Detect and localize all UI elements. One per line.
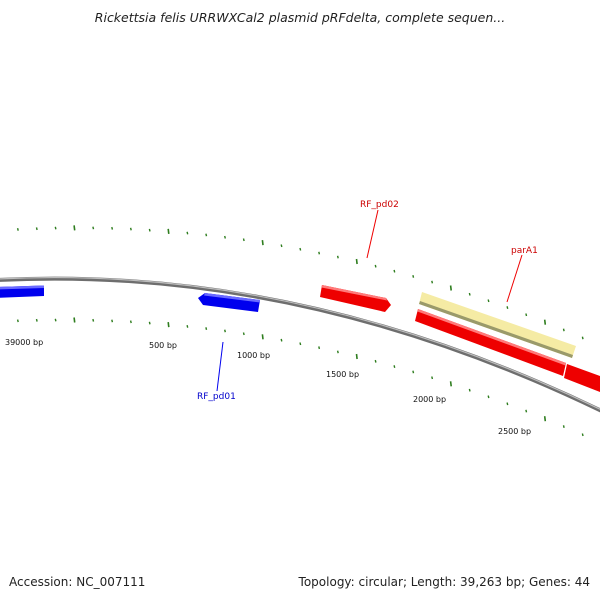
outer-tick-28 <box>506 306 509 309</box>
inner-tick-24 <box>431 376 434 380</box>
scale-label-1000: 1000 bp <box>237 351 270 360</box>
inner-tick-25 <box>449 381 452 387</box>
scale-label-2500: 2500 bp <box>498 427 531 436</box>
inner-tick-17 <box>299 342 302 346</box>
inner-tick-5 <box>73 317 76 323</box>
outer-tick-15 <box>261 240 264 246</box>
outer-tick-32 <box>581 336 584 340</box>
inner-tick-21 <box>374 359 377 363</box>
outer-tick-25 <box>449 285 452 291</box>
outer-tick-22 <box>393 269 396 273</box>
rf-pd01-label[interactable]: RF_pd01 <box>197 392 236 402</box>
scale-label-500: 500 bp <box>149 341 177 350</box>
inner-tick-16 <box>280 338 283 342</box>
outer-tick-2 <box>16 228 19 231</box>
rf-pd02-leader-line <box>366 209 379 259</box>
outer-tick-31 <box>562 328 565 332</box>
outer-tick-4 <box>54 226 57 230</box>
outer-tick-9 <box>148 228 151 232</box>
inner-tick-31 <box>562 425 565 428</box>
para1-leader-line <box>506 254 523 303</box>
outer-tick-row <box>16 225 584 340</box>
gene-red-lower[interactable] <box>415 309 600 392</box>
scale-label-1500: 1500 bp <box>326 370 359 379</box>
para1-label[interactable]: parA1 <box>511 246 538 256</box>
outer-tick-5 <box>73 225 76 231</box>
outer-tick-20 <box>355 258 358 265</box>
scale-label-2000: 2000 bp <box>413 395 446 404</box>
outer-tick-16 <box>280 244 283 248</box>
outer-tick-27 <box>487 299 490 303</box>
outer-tick-7 <box>111 226 114 230</box>
inner-tick-4 <box>54 318 57 322</box>
inner-tick-28 <box>506 402 509 406</box>
inner-tick-9 <box>148 321 151 325</box>
rf-pd02-label[interactable]: RF_pd02 <box>360 200 399 210</box>
outer-tick-6 <box>92 226 95 230</box>
map-title: Rickettsia felis URRWXCal2 plasmid pRFde… <box>94 10 506 25</box>
topology-summary-text: Topology: circular; Length: 39,263 bp; G… <box>298 575 590 589</box>
inner-tick-18 <box>318 346 321 350</box>
inner-tick-12 <box>205 327 208 330</box>
inner-tick-14 <box>242 332 245 336</box>
inner-tick-2 <box>16 319 19 323</box>
outer-tick-21 <box>374 264 377 268</box>
outer-tick-19 <box>336 255 339 259</box>
inner-tick-6 <box>92 318 95 322</box>
inner-tick-26 <box>468 388 471 392</box>
outer-tick-3 <box>35 227 38 231</box>
outer-tick-8 <box>129 227 132 231</box>
gene-left-blue[interactable] <box>0 285 44 299</box>
gene-rf-pd02[interactable] <box>320 285 391 312</box>
inner-tick-10 <box>167 322 170 328</box>
outer-tick-26 <box>468 292 471 296</box>
gene-rf-pd01[interactable] <box>198 293 260 312</box>
outer-tick-14 <box>242 238 245 242</box>
inner-tick-13 <box>224 329 226 333</box>
inner-tick-row <box>16 317 584 437</box>
inner-tick-3 <box>35 318 38 322</box>
scale-label-39000: 39000 bp <box>5 338 43 347</box>
outer-tick-11 <box>186 231 189 235</box>
inner-tick-32 <box>581 433 584 437</box>
inner-tick-11 <box>186 325 189 328</box>
inner-tick-30 <box>543 416 547 422</box>
plasmid-backbone-highlight <box>0 276 600 410</box>
inner-tick-19 <box>336 350 339 354</box>
plasmid-backbone <box>0 276 600 413</box>
outer-tick-29 <box>525 313 528 317</box>
inner-tick-23 <box>412 370 415 374</box>
outer-tick-13 <box>224 235 226 239</box>
inner-tick-8 <box>129 320 132 324</box>
accession-text: Accession: NC_007111 <box>9 575 146 589</box>
rf-pd01-leader-line <box>216 341 224 392</box>
inner-tick-15 <box>261 334 264 340</box>
inner-tick-22 <box>393 365 396 368</box>
outer-tick-30 <box>543 319 547 325</box>
inner-tick-20 <box>355 353 358 360</box>
outer-tick-17 <box>299 247 302 251</box>
inner-tick-27 <box>487 395 490 399</box>
inner-tick-29 <box>525 409 528 413</box>
outer-tick-18 <box>318 251 321 255</box>
outer-tick-10 <box>167 228 170 234</box>
inner-tick-7 <box>111 319 114 323</box>
outer-tick-12 <box>205 233 208 237</box>
gene-para1[interactable] <box>419 292 576 358</box>
outer-tick-24 <box>431 280 434 284</box>
outer-tick-23 <box>412 275 415 278</box>
